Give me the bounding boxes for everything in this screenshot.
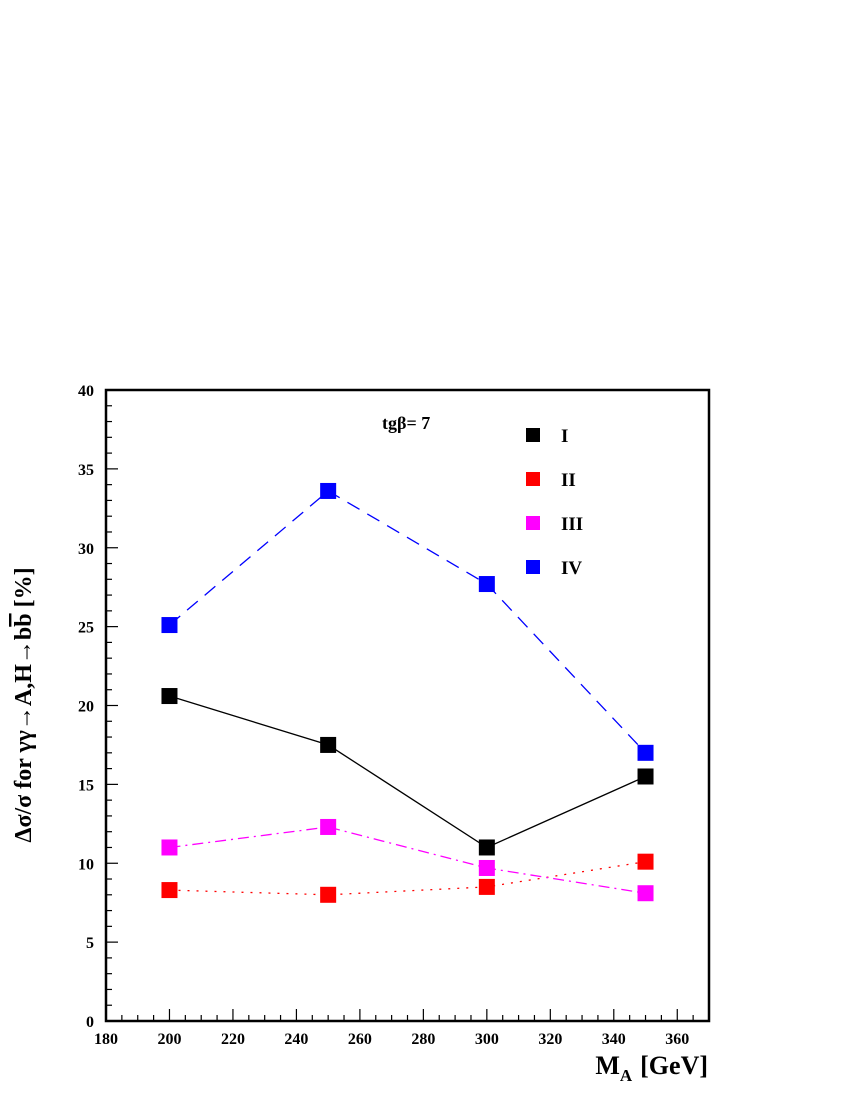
series-lines [169, 490, 646, 896]
series-line-IV [169, 490, 646, 754]
series-line-II [169, 861, 646, 896]
y-axis-title: Δσ/σ for γγ→A,H→bb [%] [11, 567, 37, 842]
marker-III [161, 839, 178, 856]
series-line-I [169, 695, 646, 849]
marker-IV [161, 617, 178, 634]
y-tick-label: 35 [78, 462, 94, 479]
y-tick-label: 30 [78, 541, 94, 558]
legend-label-IV: IV [561, 558, 582, 579]
legend-swatch-II [526, 472, 540, 486]
y-tick-label: 15 [78, 777, 94, 794]
marker-I [637, 768, 654, 785]
marker-I [320, 736, 337, 753]
x-tick-label: 260 [348, 1031, 372, 1048]
x-tick-label: 300 [475, 1031, 499, 1048]
x-axis-title-unit: [GeV] [640, 1051, 708, 1080]
y-axis-title-bbar: b [11, 613, 37, 626]
y-tick-label: 25 [78, 620, 94, 637]
x-axis-title-main: M [595, 1051, 620, 1080]
marker-II [161, 882, 178, 899]
series-markers [161, 482, 654, 903]
x-axis-title: MA [GeV] [595, 1051, 708, 1085]
x-tick-label: 320 [538, 1031, 562, 1048]
legend-swatch-III [526, 516, 540, 530]
marker-IV [320, 482, 337, 499]
y-tick-label: 10 [78, 856, 94, 873]
axis-ticks [105, 389, 710, 1022]
marker-IV [478, 576, 495, 593]
marker-I [478, 839, 495, 856]
y-axis-title-post: [%] [11, 567, 37, 613]
legend-swatch-I [526, 428, 540, 442]
marker-I [161, 688, 178, 705]
marker-II [478, 878, 495, 895]
x-tick-label: 180 [94, 1031, 118, 1048]
x-tick-label: 200 [157, 1031, 181, 1048]
series-line-III [169, 826, 646, 894]
marker-III [478, 859, 495, 876]
y-tick-label: 0 [86, 1014, 94, 1031]
legend-label-III: III [561, 514, 583, 535]
axis-tick-labels: 180 200 220 240 260 280 300 320 340 360 0 5 10 15 20 25… [78, 383, 689, 1048]
marker-II [320, 886, 337, 903]
plot-frame [104, 388, 711, 1023]
y-tick-label: 20 [78, 699, 94, 716]
y-tick-label: 5 [86, 935, 94, 952]
x-tick-label: 280 [411, 1031, 435, 1048]
annotation-tan-beta: tgβ= 7 [382, 413, 430, 433]
y-tick-label: 40 [78, 383, 94, 400]
legend-swatch-IV [526, 560, 540, 574]
x-tick-label: 240 [284, 1031, 308, 1048]
x-axis-title-sub: A [620, 1066, 633, 1085]
x-tick-label: 360 [665, 1031, 689, 1048]
legend-label-I: I [561, 426, 568, 447]
marker-IV [637, 744, 654, 761]
y-axis-title-pre: Δσ/σ for γγ→A,H→b [11, 627, 37, 843]
legend-label-II: II [561, 470, 576, 491]
x-tick-label: 340 [602, 1031, 626, 1048]
x-tick-label: 220 [221, 1031, 245, 1048]
marker-III [320, 818, 337, 835]
marker-III [637, 885, 654, 902]
marker-II [637, 853, 654, 870]
